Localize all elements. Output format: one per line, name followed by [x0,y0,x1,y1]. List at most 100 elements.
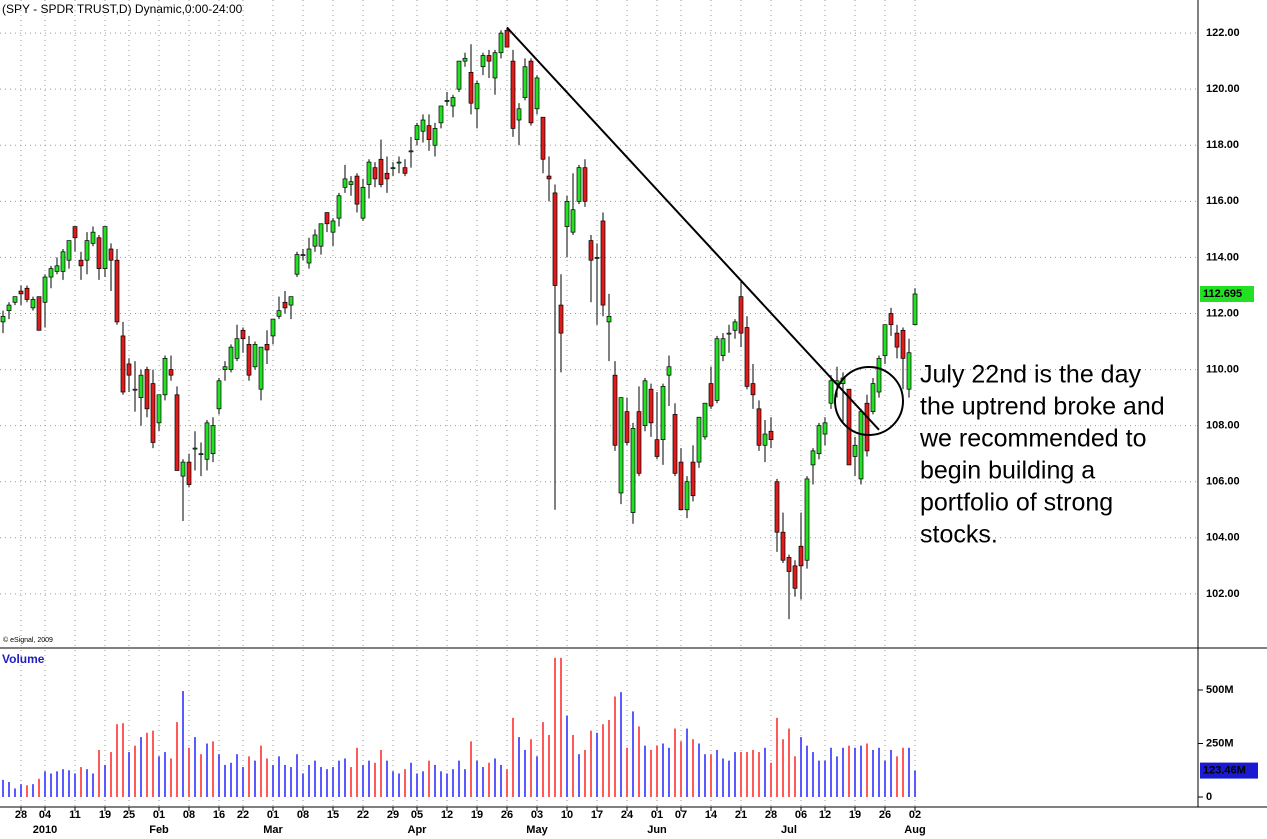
x-tick-label: 21 [735,809,747,821]
x-tick-label: 06 [795,809,807,821]
candle-body [732,321,738,331]
candle-body [636,411,642,474]
candle-body [294,254,300,275]
x-tick-label: 17 [591,809,603,821]
month-label: Jul [781,824,797,836]
x-tick-label: 02 [909,809,921,821]
trendline [506,26,880,431]
candle-body [48,268,54,278]
labels: 102.00 104.00 106.00 108.00 110.00 112.00 114.… [15,27,1258,836]
last-price-label: 112.695 [1203,288,1242,300]
candle-body [138,374,144,398]
candle-body [708,383,714,407]
x-tick-label: 28 [15,809,27,821]
candle-body [498,32,504,54]
x-tick-label: 19 [99,809,111,821]
x-tick-label: 24 [621,809,634,821]
candle-body [678,461,684,511]
candle-body [396,161,402,164]
x-tick-label: 19 [849,809,861,821]
month-label: Jun [647,824,667,836]
month-label: Mar [263,824,283,836]
candle-body [744,327,750,387]
candle-body [750,383,756,396]
x-tick-label: 22 [237,809,249,821]
x-tick-label: 14 [705,809,718,821]
candle-body [414,125,420,140]
candle-body [852,444,858,457]
candle-body [126,363,132,376]
candle-body [300,254,306,256]
candle-body [690,461,696,497]
candle-body [582,167,588,202]
y-tick-label: 116.00 [1206,195,1239,207]
annotation-line: begin building a [920,457,1095,485]
candle-body [264,343,270,351]
candle-body [906,352,912,390]
candle-body [864,402,870,452]
candle-body [822,422,828,435]
candle-body [306,248,312,264]
candle-body [96,237,102,269]
candle-body [210,425,216,455]
candle-body [150,383,156,443]
candle-body [372,167,378,180]
candle-body [546,175,552,180]
candle-body [162,357,168,396]
candle-body [330,220,336,233]
candle-body [618,397,624,494]
candle-body [606,315,612,323]
candle-body [384,172,390,180]
candle-body [810,450,816,466]
last-price-box [1200,285,1254,302]
candle-body [816,425,822,455]
candle-body [912,293,918,326]
annotation-line: we recommended to [919,425,1147,453]
candle-body [6,304,12,312]
candle-body [528,60,534,124]
x-tick-label: 12 [441,809,453,821]
candle-body [390,167,396,170]
candle-body [786,557,792,572]
last-volume-box [1200,762,1258,779]
candle-body [432,128,438,146]
candle-body [438,105,444,124]
y-tick-label: 110.00 [1206,363,1239,375]
annotation-line: the uptrend broke and [920,393,1165,421]
x-tick-label: 01 [153,809,165,821]
candle-body [726,332,732,335]
candle-body [684,481,690,511]
candle-body [894,332,900,348]
x-tick-label: 16 [213,809,225,821]
candle-body [204,422,210,460]
candle-body [354,175,360,205]
candle-body [114,259,120,323]
x-tick-label: 26 [501,809,513,821]
candle-body [120,335,126,393]
last-volume-label: 123.46M [1203,764,1246,776]
candle-body [0,315,6,323]
candle-body [348,181,354,185]
candle-body [270,318,276,337]
candle-body [774,481,780,533]
x-tick-label: 10 [561,809,573,821]
month-label: Feb [149,824,169,836]
candle-body [54,265,60,272]
candle-body [156,394,162,424]
month-label: Aug [904,824,925,836]
candle-body [552,192,558,286]
candle-body [42,276,48,303]
candle-body [738,296,744,334]
candle-body [504,29,510,48]
candle-body [720,338,726,356]
candle-body [558,304,564,334]
candle-body [624,411,630,443]
x-tick-label: 19 [471,809,483,821]
candle-body [408,150,414,153]
candle-body [228,346,234,370]
candle-body [234,338,240,359]
x-tick-label: 26 [879,809,891,821]
candle-body [486,55,492,62]
candle-body [144,369,150,410]
candle-body [216,380,222,410]
